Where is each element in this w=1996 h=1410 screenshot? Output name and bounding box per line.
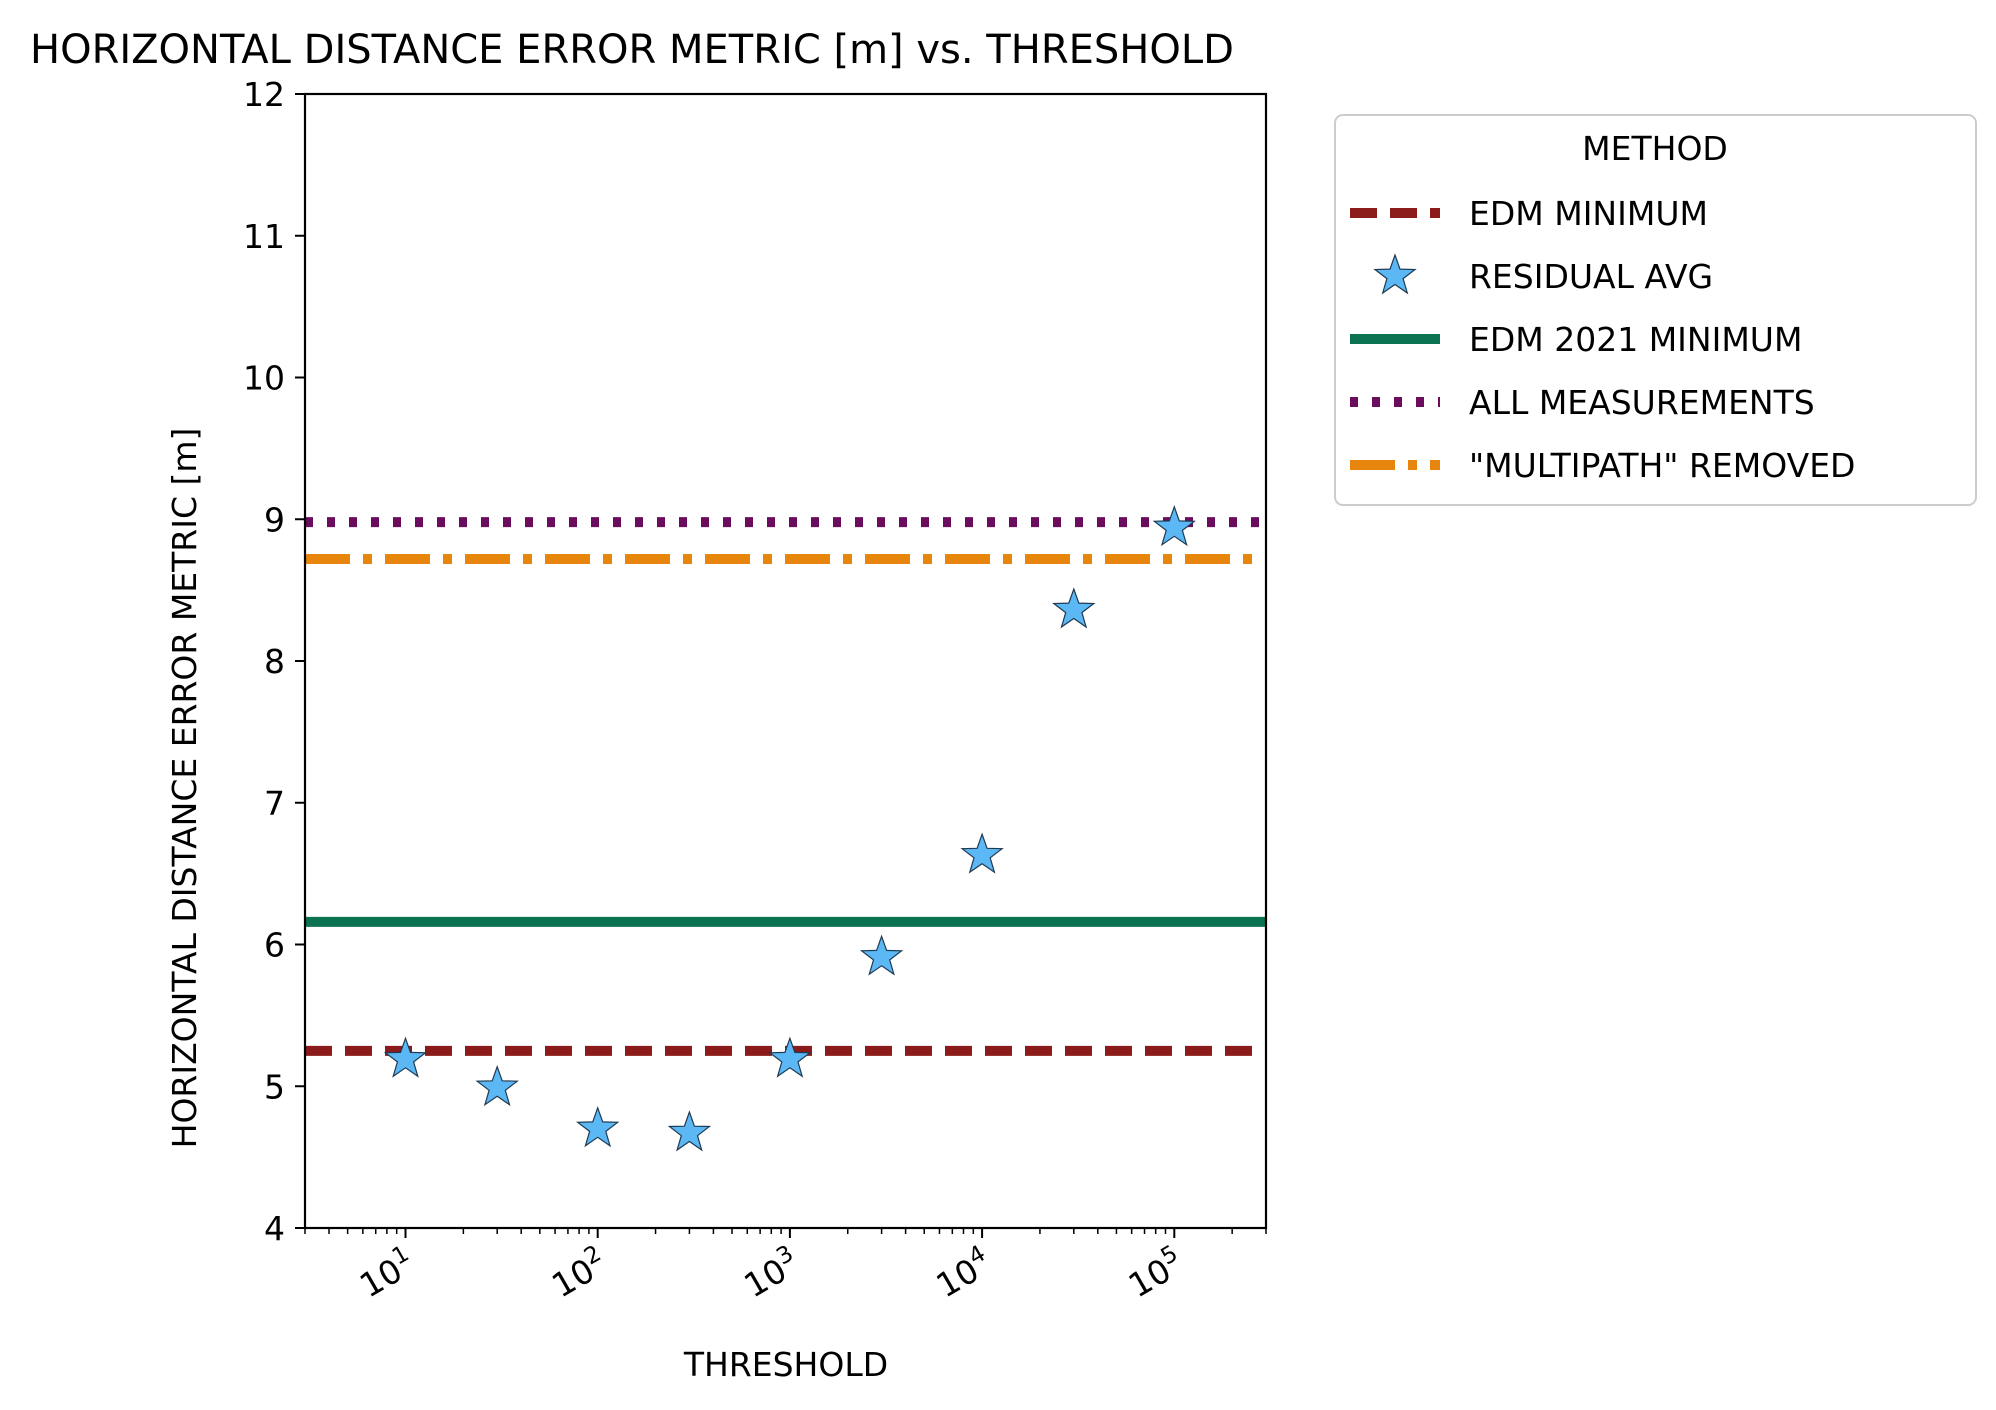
data-point-4 (768, 1036, 812, 1078)
y-tick-label: 6 (264, 926, 285, 965)
data-point-2 (575, 1106, 620, 1148)
y-tick-label: 5 (264, 1067, 285, 1106)
y-tick-label: 11 (243, 217, 285, 256)
y-tick-label: 8 (264, 642, 285, 681)
legend-frame (1334, 114, 1977, 506)
legend-entry-label: RESIDUAL AVG (1469, 257, 1713, 296)
chart-title: HORIZONTAL DISTANCE ERROR METRIC [m] vs.… (30, 27, 1234, 73)
plot-area (303, 92, 1268, 1230)
legend-entries: EDM MINIMUM RESIDUAL AVG EDM 2021 MINIMUM A… (1350, 194, 1855, 485)
x-tick-label: 101 (351, 1241, 421, 1306)
legend-entry-label: EDM 2021 MINIMUM (1469, 320, 1802, 359)
data-point-7 (1052, 587, 1096, 629)
legend-entry-label: "MULTIPATH" REMOVED (1469, 446, 1855, 485)
y-tick-label: 4 (264, 1209, 285, 1248)
y-tick-label: 10 (243, 359, 285, 398)
legend: METHOD EDM MINIMUM RESIDUAL AVG EDM 2021 M… (1334, 114, 1977, 506)
legend-entry-label: EDM MINIMUM (1469, 194, 1708, 233)
y-tick-label: 9 (264, 500, 285, 539)
data-point-3 (667, 1110, 712, 1152)
y-tick-label: 7 (264, 784, 285, 823)
x-axis-label: THRESHOLD (683, 1345, 888, 1384)
data-point-5 (859, 934, 904, 976)
x-tick-label: 103 (736, 1241, 806, 1306)
y-tick-label: 12 (243, 75, 285, 114)
data-point-8 (1152, 505, 1197, 547)
legend-swatch-1 (1373, 253, 1417, 295)
data-point-0 (383, 1036, 428, 1078)
legend-title: METHOD (1582, 129, 1728, 168)
x-tick-label: 105 (1120, 1241, 1190, 1306)
legend-entry-label: ALL MEASUREMENTS (1469, 383, 1815, 422)
data-point-1 (475, 1064, 519, 1107)
y-axis-label: HORIZONTAL DISTANCE ERROR METRIC [m] (165, 428, 204, 1149)
y-axis: 4 5 6 7 8 9 10 11 12 (243, 75, 305, 1248)
plot-series (305, 505, 1266, 1152)
x-tick-label: 102 (544, 1241, 614, 1306)
data-point-6 (960, 832, 1004, 874)
x-axis: 101 102 103 104 105 (304, 1228, 1267, 1306)
x-tick-label: 104 (928, 1241, 998, 1306)
